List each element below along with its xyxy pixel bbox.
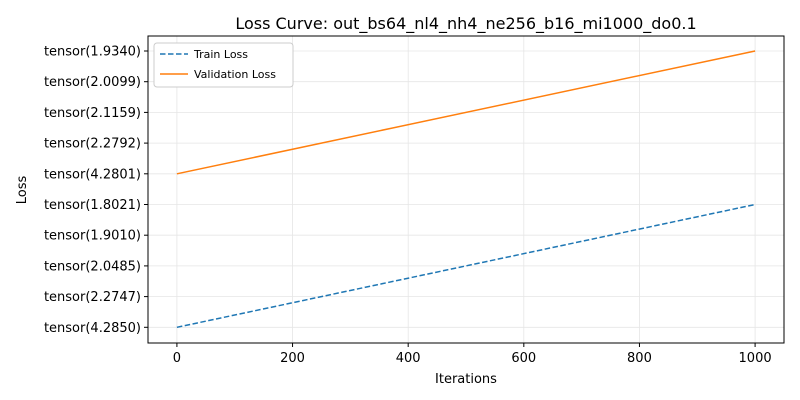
y-axis-label: Loss <box>15 176 30 205</box>
y-tick-label: tensor(1.8021) <box>44 198 141 213</box>
plot-frame <box>147 35 785 344</box>
series-line-train <box>176 203 756 329</box>
legend-label-validation: Validation Loss <box>194 68 276 81</box>
x-axis-label: Iterations <box>435 372 497 387</box>
x-tick-label: 400 <box>396 351 421 366</box>
y-tick-label: tensor(1.9010) <box>44 229 141 244</box>
y-tick-label: tensor(2.0099) <box>44 75 141 90</box>
series-line-validation <box>176 50 756 175</box>
x-tick-label: 0 <box>173 351 181 366</box>
y-axis-ticks: tensor(4.2850) tensor(2.2747) tensor(2.048… <box>44 45 148 336</box>
chart-title: Loss Curve: out_bs64_nl4_nh4_ne256_b16_m… <box>235 14 696 34</box>
y-tick-label: tensor(4.2801) <box>44 167 141 182</box>
x-tick-label: 600 <box>511 351 536 366</box>
legend: Train Loss Validation Loss <box>153 42 294 88</box>
y-tick-label: tensor(2.2747) <box>44 290 141 305</box>
x-tick-label: 800 <box>627 351 652 366</box>
y-tick-label: tensor(2.2792) <box>44 137 141 152</box>
x-tick-label: 1000 <box>739 351 772 366</box>
x-tick-label: 200 <box>280 351 305 366</box>
y-tick-label: tensor(4.2850) <box>44 321 141 336</box>
y-tick-label: tensor(2.0485) <box>44 259 141 274</box>
legend-box <box>153 42 294 88</box>
y-tick-label: tensor(1.9340) <box>44 45 141 60</box>
legend-label-train: Train Loss <box>193 48 248 61</box>
series-layer <box>176 50 756 329</box>
y-tick-label: tensor(2.1159) <box>44 106 141 121</box>
x-axis-ticks: 0 200 400 600 800 1000 <box>173 343 772 366</box>
